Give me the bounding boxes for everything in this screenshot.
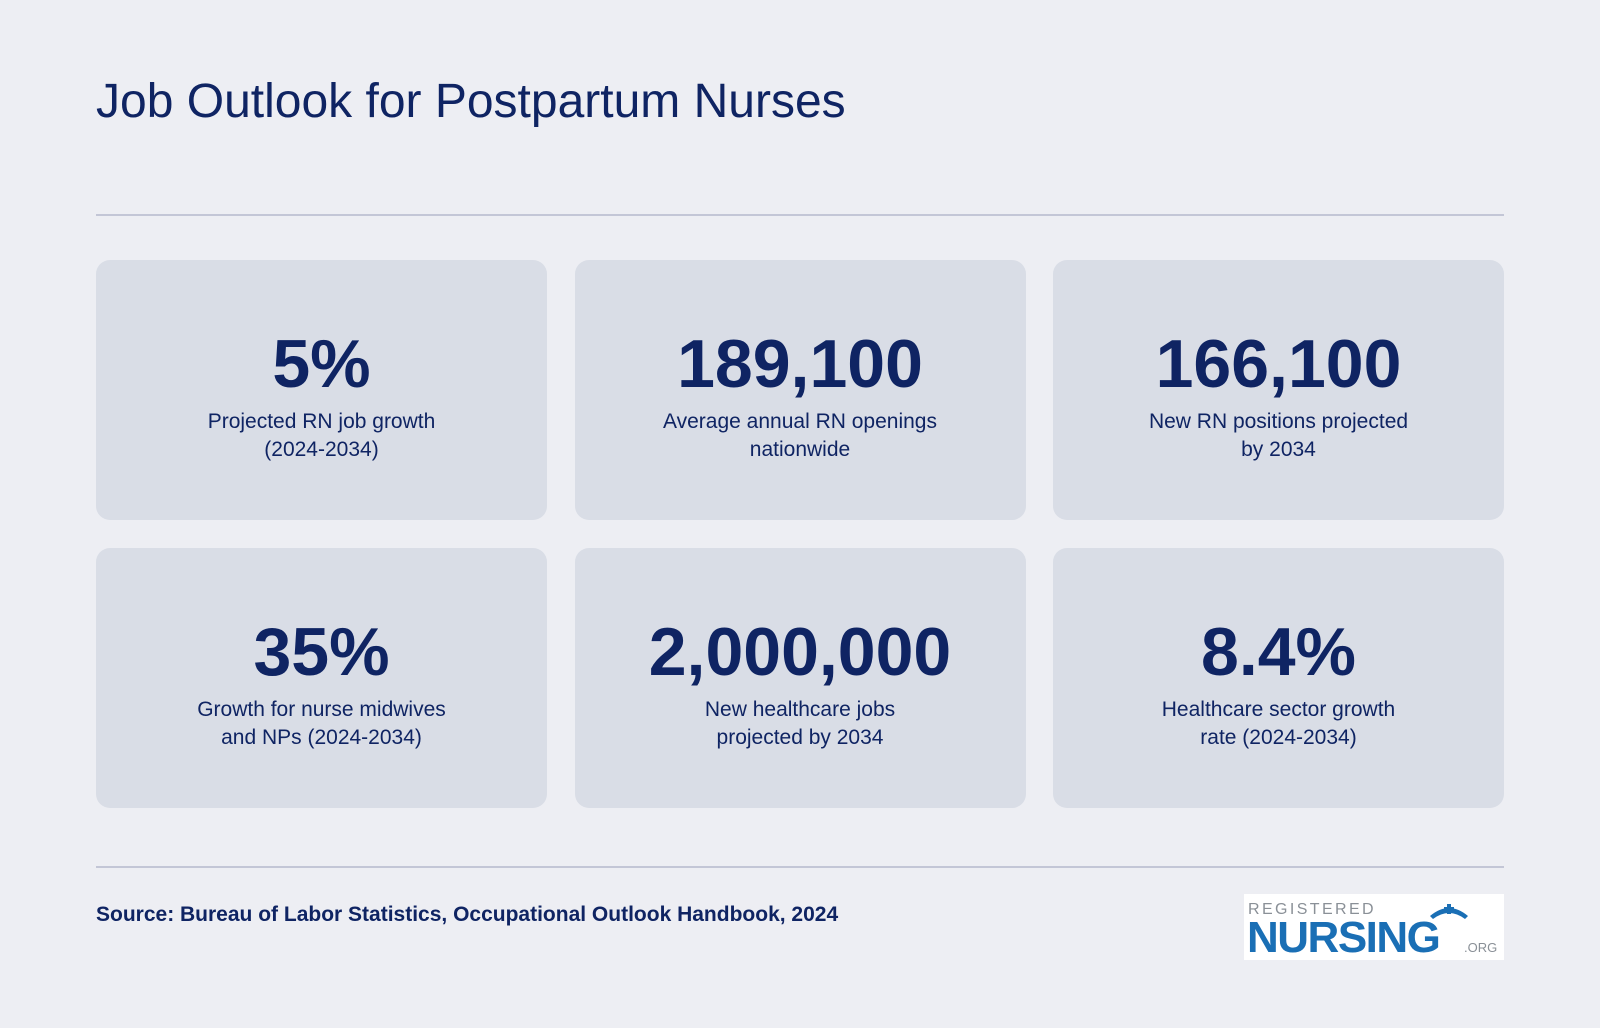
stat-label-line: rate (2024-2034): [1200, 726, 1357, 749]
stat-card-new-rn-positions: 166,100 New RN positions projected by 20…: [1053, 260, 1504, 520]
stat-label: Average annual RN openings nationwide: [650, 408, 950, 464]
stat-card-rn-job-growth: 5% Projected RN job growth (2024-2034): [96, 260, 547, 520]
stat-label-line: New healthcare jobs: [704, 698, 896, 721]
stat-label-line: Growth for nurse midwives: [197, 698, 446, 721]
stat-value: 8.4%: [1201, 614, 1356, 690]
stat-value: 35%: [253, 614, 390, 690]
page-title: Job Outlook for Postpartum Nurses: [96, 75, 846, 128]
stat-value: 166,100: [1155, 326, 1402, 402]
logo-main-text: NURSING: [1247, 913, 1439, 960]
stat-label-line: nationwide: [749, 438, 851, 461]
stat-label: New RN positions projected by 2034: [1129, 408, 1429, 464]
stat-label-line: Healthcare sector growth: [1161, 698, 1396, 721]
logo-suffix-text: .ORG: [1464, 940, 1497, 955]
stat-label-line: projected by 2034: [716, 726, 884, 749]
stat-label: New healthcare jobs projected by 2034: [650, 696, 950, 752]
stat-value: 189,100: [677, 326, 923, 402]
source-note: Source: Bureau of Labor Statistics, Occu…: [96, 903, 839, 926]
top-divider: [96, 214, 1504, 216]
logo-graphic: REGISTERED NURSING .ORG: [1247, 901, 1497, 960]
stat-label: Healthcare sector growth rate (2024-2034…: [1129, 696, 1429, 752]
stat-label-line: by 2034: [1241, 438, 1316, 461]
nurse-cap-icon: [1430, 904, 1468, 919]
stat-card-midwives-np-growth: 35% Growth for nurse midwives and NPs (2…: [96, 548, 547, 808]
stat-value: 2,000,000: [648, 614, 952, 690]
bottom-divider: [96, 866, 1504, 868]
stats-grid: 5% Projected RN job growth (2024-2034) 1…: [96, 260, 1504, 808]
stat-label-line: (2024-2034): [264, 438, 379, 461]
stat-label-line: Average annual RN openings: [663, 410, 937, 433]
stat-label: Projected RN job growth (2024-2034): [172, 408, 472, 464]
stat-value: 5%: [272, 326, 371, 402]
stat-card-healthcare-growth-rate: 8.4% Healthcare sector growth rate (2024…: [1053, 548, 1504, 808]
registered-nursing-logo[interactable]: REGISTERED NURSING .ORG: [1244, 894, 1504, 960]
stat-label-line: Projected RN job growth: [207, 410, 436, 433]
stat-label-line: and NPs (2024-2034): [221, 726, 422, 749]
stat-label: Growth for nurse midwives and NPs (2024-…: [172, 696, 472, 752]
stat-label-line: New RN positions projected: [1148, 410, 1409, 433]
logo-top-text: REGISTERED: [1248, 901, 1376, 918]
stat-card-annual-openings: 189,100 Average annual RN openings natio…: [574, 260, 1026, 520]
stat-card-healthcare-jobs: 2,000,000 New healthcare jobs projected …: [574, 548, 1026, 808]
